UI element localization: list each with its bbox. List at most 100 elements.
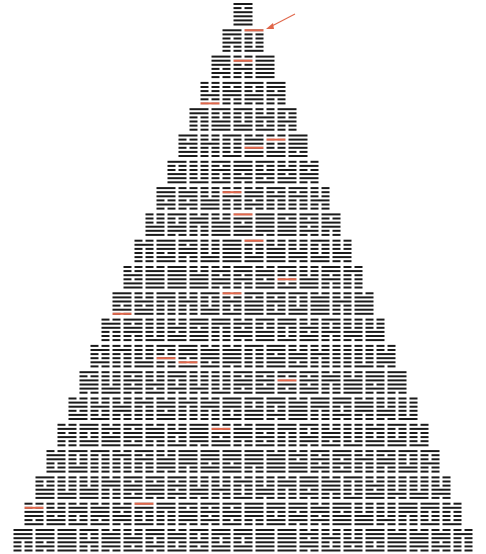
- solid-line: [244, 300, 264, 303]
- solid-line: [354, 296, 374, 299]
- broken-line-segment: [79, 519, 88, 522]
- broken-line-segment: [200, 233, 209, 236]
- broken-line-segment: [189, 476, 198, 479]
- broken-line-segment: [398, 391, 407, 394]
- solid-line: [431, 492, 451, 495]
- solid-line: [288, 138, 308, 141]
- solid-line: [310, 312, 330, 315]
- broken-line-segment: [321, 533, 330, 536]
- broken-line-segment: [145, 379, 154, 382]
- broken-line-segment: [46, 541, 55, 544]
- solid-line: [35, 492, 55, 495]
- solid-line: [68, 450, 88, 453]
- broken-line-segment: [255, 177, 264, 180]
- solid-line: [167, 225, 187, 228]
- hexagram-block: [354, 292, 374, 315]
- broken-line-segment: [178, 187, 187, 190]
- broken-line-segment: [288, 488, 297, 491]
- solid-line: [123, 282, 143, 285]
- broken-line-segment: [431, 476, 440, 479]
- solid-line: [90, 418, 110, 420]
- broken-line-segment: [310, 195, 319, 198]
- solid-line: [343, 335, 363, 337]
- broken-line-segment: [189, 537, 198, 540]
- broken-line-segment: [299, 239, 308, 242]
- broken-line-segment: [145, 413, 154, 416]
- hexagram-block: [354, 502, 374, 526]
- solid-line: [354, 401, 374, 404]
- broken-line-segment: [145, 537, 154, 540]
- broken-line-segment: [321, 502, 330, 505]
- broken-line-segment: [398, 413, 407, 416]
- solid-line: [299, 282, 319, 285]
- broken-line-segment: [244, 90, 253, 93]
- broken-line-segment: [277, 134, 286, 137]
- broken-line-segment: [332, 440, 341, 443]
- broken-line-segment: [398, 454, 407, 457]
- broken-line-segment: [101, 335, 110, 337]
- broken-line-segment: [112, 383, 121, 386]
- broken-line-segment: [200, 300, 209, 303]
- broken-line-segment: [332, 405, 341, 408]
- solid-line: [288, 466, 308, 469]
- broken-line-segment: [112, 397, 121, 400]
- solid-line: [332, 470, 352, 473]
- broken-line-segment: [277, 308, 286, 311]
- solid-line: [321, 549, 341, 552]
- broken-line-segment: [134, 239, 143, 242]
- solid-line: [398, 510, 418, 513]
- broken-line-segment: [343, 260, 352, 263]
- broken-line-segment: [277, 239, 286, 242]
- broken-line-segment: [189, 187, 198, 190]
- broken-line-segment: [288, 112, 297, 115]
- broken-line-segment: [398, 409, 407, 412]
- broken-line-segment: [222, 413, 231, 416]
- broken-line-segment: [90, 480, 99, 483]
- broken-line-segment: [167, 383, 176, 386]
- solid-line: [310, 199, 330, 202]
- broken-line-segment: [376, 470, 385, 473]
- broken-line-segment: [79, 515, 88, 517]
- broken-line-segment: [376, 515, 385, 517]
- arrow-shaft: [269, 13, 296, 28]
- broken-line-segment: [277, 243, 286, 246]
- solid-line: [123, 274, 143, 277]
- broken-line-segment: [222, 102, 231, 105]
- solid-line: [156, 506, 176, 509]
- solid-line: [310, 450, 330, 453]
- broken-line-segment: [24, 545, 33, 548]
- hexagram-block: [189, 213, 209, 236]
- broken-line-segment: [46, 466, 55, 469]
- broken-line-segment: [145, 405, 154, 408]
- solid-line: [167, 432, 187, 434]
- solid-line: [233, 108, 253, 111]
- broken-line-segment: [156, 444, 165, 447]
- solid-line: [57, 533, 77, 536]
- solid-line: [376, 450, 396, 453]
- broken-line-segment: [387, 391, 396, 394]
- broken-line-segment: [189, 480, 198, 483]
- broken-line-segment: [222, 187, 231, 190]
- broken-line-segment: [112, 344, 121, 347]
- broken-line-segment: [288, 349, 297, 351]
- hexagram-block: [310, 344, 330, 368]
- broken-line-segment: [420, 423, 429, 426]
- solid-line: [409, 492, 429, 495]
- broken-line-segment: [409, 523, 418, 526]
- broken-line-segment: [101, 353, 110, 356]
- broken-line-segment: [167, 454, 176, 457]
- broken-line-segment: [255, 102, 264, 105]
- solid-line: [178, 142, 198, 145]
- solid-line: [244, 450, 264, 453]
- broken-line-segment: [57, 450, 66, 453]
- broken-line-segment: [442, 519, 451, 522]
- broken-line-segment: [277, 432, 286, 434]
- broken-line-segment: [332, 353, 341, 356]
- hexagram-block: [387, 529, 407, 552]
- broken-line-segment: [387, 484, 396, 487]
- solid-line: [200, 199, 220, 202]
- broken-line-segment: [145, 326, 154, 329]
- solid-line: [398, 502, 418, 505]
- highlighted-line: [178, 361, 198, 364]
- hexagram-block: [68, 502, 88, 526]
